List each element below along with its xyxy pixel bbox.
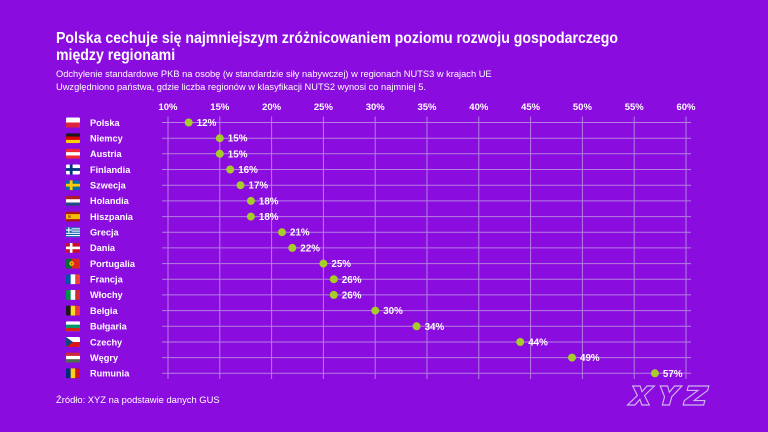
svg-text:Belgia: Belgia — [90, 306, 118, 316]
svg-text:22%: 22% — [300, 243, 320, 254]
svg-text:Dania: Dania — [90, 243, 116, 253]
svg-text:60%: 60% — [676, 102, 696, 113]
svg-text:30%: 30% — [366, 102, 386, 113]
svg-text:15%: 15% — [228, 149, 248, 160]
svg-text:55%: 55% — [625, 102, 645, 113]
svg-text:26%: 26% — [342, 290, 362, 301]
svg-text:Szwecja: Szwecja — [90, 181, 127, 191]
svg-text:40%: 40% — [469, 102, 489, 113]
svg-text:10%: 10% — [158, 102, 178, 113]
svg-text:12%: 12% — [197, 118, 217, 129]
svg-text:Portugalia: Portugalia — [90, 259, 136, 269]
svg-text:25%: 25% — [314, 102, 334, 113]
svg-text:25%: 25% — [331, 259, 351, 270]
svg-text:49%: 49% — [580, 353, 600, 364]
svg-text:Węgry: Węgry — [90, 353, 119, 363]
svg-text:Finlandia: Finlandia — [90, 165, 131, 175]
svg-text:17%: 17% — [249, 181, 269, 192]
svg-text:Rumunia: Rumunia — [90, 369, 130, 379]
svg-text:57%: 57% — [663, 369, 683, 380]
svg-text:21%: 21% — [290, 228, 310, 239]
svg-text:15%: 15% — [210, 102, 230, 113]
svg-text:Bułgaria: Bułgaria — [90, 322, 128, 332]
svg-text:44%: 44% — [528, 338, 548, 349]
svg-text:20%: 20% — [262, 102, 282, 113]
svg-text:Niemcy: Niemcy — [90, 134, 124, 144]
svg-text:Grecja: Grecja — [90, 228, 119, 238]
svg-text:26%: 26% — [342, 275, 362, 286]
svg-text:Włochy: Włochy — [90, 290, 124, 300]
svg-text:50%: 50% — [573, 102, 593, 113]
svg-text:18%: 18% — [259, 212, 279, 223]
svg-text:Hiszpania: Hiszpania — [90, 212, 134, 222]
svg-text:34%: 34% — [425, 322, 445, 333]
svg-text:Polska: Polska — [90, 118, 121, 128]
svg-text:Holandia: Holandia — [90, 196, 130, 206]
svg-text:45%: 45% — [521, 102, 541, 113]
svg-text:15%: 15% — [228, 134, 248, 145]
svg-text:30%: 30% — [383, 306, 403, 317]
svg-text:Czechy: Czechy — [90, 337, 123, 347]
svg-text:Francja: Francja — [90, 275, 124, 285]
svg-text:16%: 16% — [238, 165, 258, 176]
svg-text:18%: 18% — [259, 196, 279, 207]
svg-text:35%: 35% — [417, 102, 437, 113]
svg-text:Austria: Austria — [90, 149, 123, 159]
